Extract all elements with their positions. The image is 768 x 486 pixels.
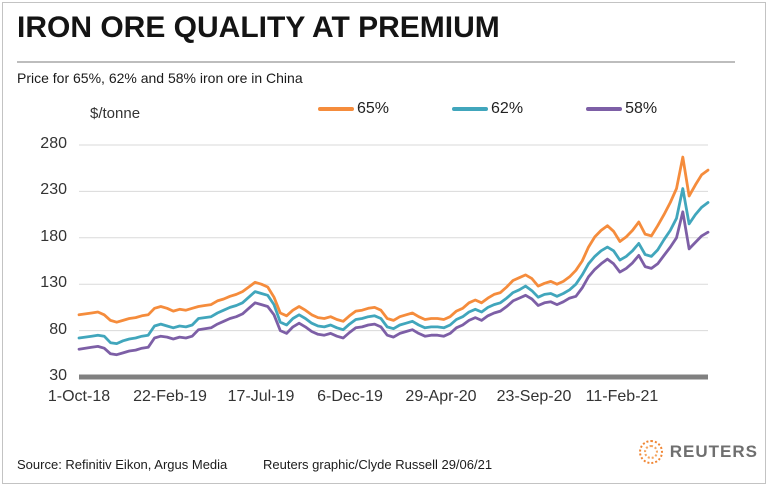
y-tick-label: 80	[49, 321, 67, 338]
legend-item-58%: 58%	[586, 100, 657, 118]
legend-line-swatch	[452, 107, 489, 111]
reuters-logo: REUTERS	[638, 440, 758, 464]
title-divider	[17, 61, 735, 63]
y-tick-label: 180	[40, 228, 67, 245]
credit-text: Reuters graphic/Clyde Russell 29/06/21	[263, 457, 493, 472]
reuters-spiral-inner-ring	[643, 445, 658, 459]
page-title: IRON ORE QUALITY AT PREMIUM	[17, 11, 500, 44]
legend-line-swatch	[318, 107, 354, 111]
legend-item-62%: 62%	[452, 100, 523, 118]
x-tick-label: 29-Apr-20	[405, 388, 477, 405]
x-tick-label: 22-Feb-19	[133, 388, 207, 405]
y-tick-label: 280	[40, 135, 67, 152]
x-tick-label: 1-Oct-18	[47, 388, 111, 405]
legend-label: 65%	[357, 100, 390, 117]
series-line-62%	[77, 187, 710, 346]
chart-legend: 65% 62% 58%	[318, 100, 657, 118]
x-axis-line	[79, 374, 708, 380]
y-tick-label: 130	[40, 274, 67, 291]
legend-item-65%: 65%	[318, 100, 389, 118]
y-tick-label: 30	[49, 367, 67, 384]
x-tick-label: 23-Sep-20	[496, 388, 572, 405]
series-line-58%	[77, 210, 710, 357]
y-tick-label: 230	[40, 181, 67, 198]
y-axis-unit-label: $/tonne	[90, 105, 141, 122]
x-tick-label: 11-Feb-21	[585, 388, 659, 405]
chart-subtitle: Price for 65%, 62% and 58% iron ore in C…	[17, 70, 303, 86]
x-tick-label: 6-Dec-19	[317, 388, 383, 405]
series-line-65%	[77, 155, 710, 324]
x-tick-label: 17-Jul-19	[227, 388, 295, 405]
legend-label: 58%	[625, 100, 658, 117]
source-text: Source: Refinitiv Eikon, Argus Media	[17, 457, 228, 472]
reuters-spiral-icon	[638, 440, 663, 464]
legend-line-swatch	[586, 107, 623, 111]
reuters-logo-text: REUTERS	[669, 442, 758, 461]
legend-label: 62%	[491, 100, 524, 117]
